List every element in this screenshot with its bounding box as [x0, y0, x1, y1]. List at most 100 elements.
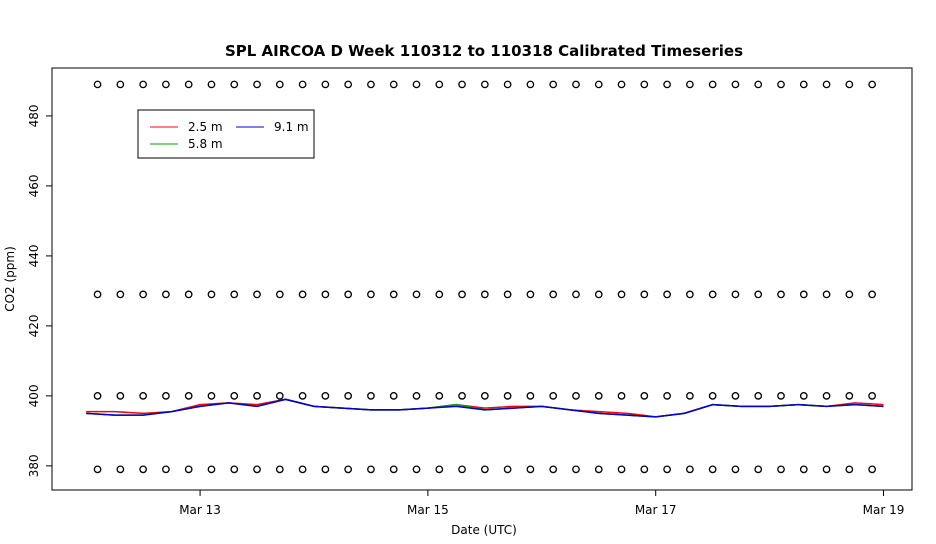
calibration-point	[572, 392, 580, 400]
calibration-point	[845, 465, 854, 474]
calibration-point	[686, 465, 694, 474]
calibration-point	[822, 465, 831, 474]
calibration-point	[412, 80, 421, 89]
calibration-point	[275, 80, 284, 89]
calibration-point	[754, 465, 763, 474]
calibration-point	[367, 290, 375, 299]
calibration-point	[617, 392, 626, 400]
calibration-point	[845, 392, 854, 400]
calibration-point	[435, 465, 444, 474]
calibration-point	[640, 290, 649, 299]
chart-title: SPL AIRCOA D Week 110312 to 110318 Calib…	[225, 42, 743, 60]
calibration-point	[139, 290, 147, 299]
calibration-point	[526, 465, 535, 474]
calibration-point	[458, 80, 466, 89]
calibration-point	[344, 392, 353, 400]
calibration-point	[207, 465, 216, 474]
calibration-point	[207, 290, 216, 299]
calibration-point	[344, 80, 353, 89]
calibration-point	[253, 290, 261, 299]
calibration-point	[435, 80, 444, 89]
y-tick-label: 420	[27, 314, 41, 337]
calibration-point	[663, 465, 671, 474]
calibration-point	[549, 392, 558, 400]
calibration-point	[686, 290, 694, 299]
calibration-point	[549, 80, 558, 89]
calibration-point	[572, 290, 580, 299]
x-tick-label: Mar 13	[179, 503, 221, 517]
y-tick-label: 440	[27, 244, 41, 267]
calibration-point	[480, 80, 489, 89]
calibration-point	[754, 80, 763, 89]
calibration-point	[868, 392, 876, 400]
calibration-point	[162, 80, 170, 89]
calibration-point	[253, 80, 261, 89]
calibration-point	[389, 80, 398, 89]
calibration-point	[367, 392, 375, 400]
calibration-point	[640, 465, 649, 474]
calibration-point	[321, 392, 330, 400]
calibration-point	[754, 392, 763, 400]
calibration-point	[708, 80, 717, 89]
calibration-point	[708, 465, 717, 474]
calibration-point	[572, 465, 580, 474]
calibration-point	[503, 392, 512, 400]
calibration-point	[868, 290, 876, 299]
calibration-point	[777, 392, 785, 400]
calibration-point	[480, 392, 489, 400]
calibration-point	[321, 465, 330, 474]
y-tick-label: 400	[27, 384, 41, 407]
calibration-point	[93, 465, 102, 474]
calibration-point	[594, 465, 603, 474]
x-tick-label: Mar 19	[863, 503, 905, 517]
calibration-point	[526, 392, 535, 400]
calibration-point	[754, 290, 763, 299]
calibration-point	[230, 290, 239, 299]
calibration-point	[572, 80, 580, 89]
calibration-point	[663, 290, 671, 299]
x-tick-label: Mar 17	[635, 503, 677, 517]
calibration-point	[139, 80, 147, 89]
calibration-point	[367, 465, 375, 474]
calibration-point	[868, 80, 876, 89]
calibration-point	[184, 465, 193, 474]
calibration-point	[503, 80, 512, 89]
calibration-point	[412, 392, 421, 400]
calibration-point	[253, 465, 261, 474]
y-axis-label: CO2 (ppm)	[3, 246, 17, 312]
calibration-point	[799, 290, 808, 299]
calibration-point	[708, 290, 717, 299]
y-tick-label: 380	[27, 454, 41, 477]
calibration-point	[777, 465, 785, 474]
x-axis-label: Date (UTC)	[451, 523, 517, 537]
calibration-point	[116, 392, 125, 400]
calibration-point	[275, 465, 284, 474]
calibration-point	[686, 392, 694, 400]
calibration-point	[93, 80, 102, 89]
calibration-point	[822, 80, 831, 89]
calibration-point	[799, 465, 808, 474]
calibration-point	[663, 80, 671, 89]
calibration-point	[275, 392, 284, 400]
calibration-point	[435, 392, 444, 400]
calibration-point	[663, 392, 671, 400]
calibration-point	[412, 290, 421, 299]
calibration-point	[116, 290, 125, 299]
calibration-point	[458, 290, 466, 299]
calibration-point	[708, 392, 717, 400]
calibration-point	[594, 392, 603, 400]
calibration-point	[549, 290, 558, 299]
calibration-point	[230, 80, 239, 89]
calibration-point	[617, 465, 626, 474]
x-tick-label: Mar 15	[407, 503, 449, 517]
calibration-point	[344, 290, 353, 299]
calibration-point	[344, 465, 353, 474]
calibration-point	[458, 392, 466, 400]
calibration-point	[93, 392, 102, 400]
calibration-point	[184, 290, 193, 299]
calibration-point	[731, 465, 740, 474]
calibration-point	[845, 290, 854, 299]
calibration-point	[321, 80, 330, 89]
legend-label: 2.5 m	[188, 120, 223, 134]
